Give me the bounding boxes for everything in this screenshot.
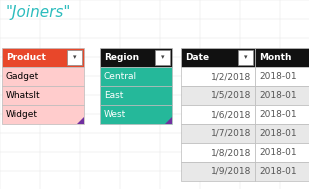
Text: ▾: ▾ [161,54,164,60]
Bar [2,105,84,124]
Text: 2018-01: 2018-01 [259,148,297,157]
Bar [2,48,84,67]
Text: 2018-01: 2018-01 [259,129,297,138]
Bar [100,86,172,105]
Text: Month: Month [259,53,291,62]
Text: 1/2/2018: 1/2/2018 [211,72,251,81]
Polygon shape [165,117,172,124]
Bar [181,162,255,181]
Bar [181,86,255,105]
Bar [100,105,172,124]
Text: WhatsIt: WhatsIt [6,91,40,100]
Text: ▾: ▾ [244,54,247,60]
Text: 2018-01: 2018-01 [259,167,297,176]
Text: 1/8/2018: 1/8/2018 [211,148,251,157]
Bar [255,105,309,124]
Bar [181,67,255,86]
Text: ▾: ▾ [73,54,76,60]
Text: 1/6/2018: 1/6/2018 [211,110,251,119]
Text: "Joiners": "Joiners" [6,5,71,20]
Text: Product: Product [6,53,46,62]
Bar [255,67,309,86]
Text: Gadget: Gadget [6,72,39,81]
Polygon shape [77,117,84,124]
Text: 1/5/2018: 1/5/2018 [211,91,251,100]
Bar [255,124,309,143]
Bar [181,48,255,67]
Bar [181,124,255,143]
Text: Widget: Widget [6,110,38,119]
Text: West: West [104,110,126,119]
Bar [255,86,309,105]
Bar [255,162,309,181]
Text: 2018-01: 2018-01 [259,91,297,100]
Text: 2018-01: 2018-01 [259,110,297,119]
Text: 1/7/2018: 1/7/2018 [211,129,251,138]
Bar [100,67,172,86]
Bar [255,143,309,162]
Bar [2,86,84,105]
Text: 2018-01: 2018-01 [259,72,297,81]
Text: 1/9/2018: 1/9/2018 [211,167,251,176]
Bar [255,48,309,67]
Bar [100,48,172,67]
Bar [67,50,82,65]
Bar [181,105,255,124]
Text: Central: Central [104,72,137,81]
Bar [181,143,255,162]
Text: Date: Date [185,53,209,62]
Bar [155,50,170,65]
Bar [238,50,253,65]
Text: Region: Region [104,53,139,62]
Bar [2,67,84,86]
Text: East: East [104,91,123,100]
